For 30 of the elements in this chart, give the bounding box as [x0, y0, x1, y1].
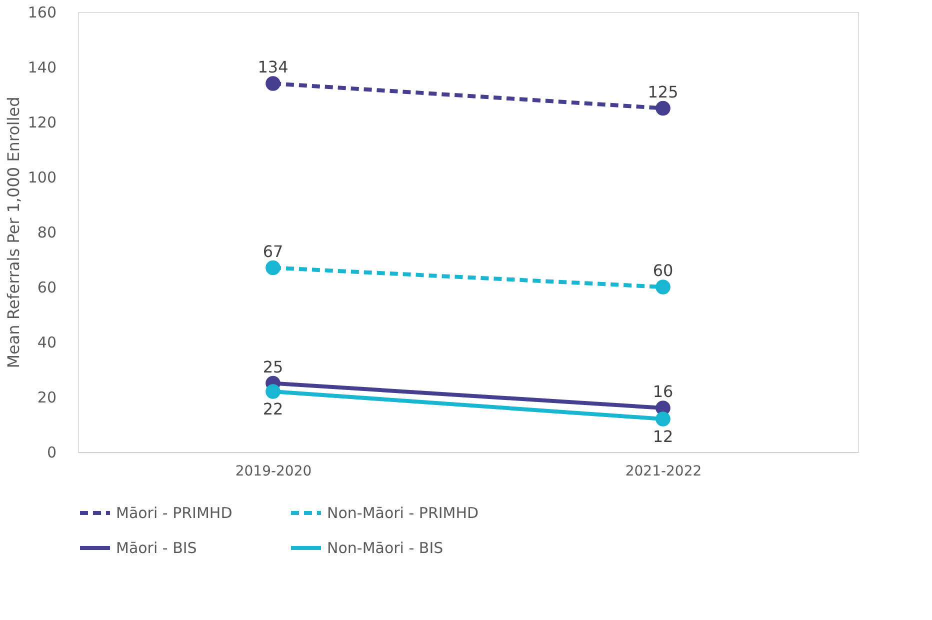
legend-label: Non-Māori - BIS — [327, 539, 444, 557]
point — [266, 76, 280, 91]
point — [266, 384, 280, 399]
x-tick-label: 2019-2020 — [235, 464, 312, 480]
legend-label: Non-Māori - PRIMHD — [327, 504, 479, 522]
y-tick-label: 60 — [37, 278, 56, 296]
y-tick-label: 80 — [37, 224, 56, 242]
data-label: 134 — [258, 58, 288, 76]
y-tick-label: 120 — [28, 114, 56, 132]
data-label: 60 — [652, 261, 674, 280]
point — [266, 260, 280, 276]
point — [656, 412, 670, 426]
data-label: 22 — [262, 400, 284, 418]
data-label: 125 — [648, 82, 678, 102]
point — [656, 100, 670, 116]
y-tick-label: 20 — [37, 388, 56, 406]
y-axis-title: Mean Referrals Per 1,000 Enrolled — [4, 96, 23, 368]
y-tick-label: 100 — [28, 168, 56, 186]
y-tick-label: 140 — [28, 58, 56, 76]
data-label: 67 — [262, 242, 284, 261]
data-label: 16 — [652, 382, 674, 401]
y-tick-label: 0 — [46, 444, 56, 462]
point — [656, 280, 670, 294]
legend-label: Māori - PRIMHD — [116, 504, 232, 522]
data-label: 12 — [652, 427, 674, 446]
data-label: 25 — [262, 357, 284, 376]
y-tick-label: 40 — [37, 334, 56, 352]
x-tick-label: 2021-2022 — [625, 464, 702, 480]
y-tick-label: 160 — [28, 4, 56, 22]
legend-label: Māori - BIS — [116, 539, 197, 557]
